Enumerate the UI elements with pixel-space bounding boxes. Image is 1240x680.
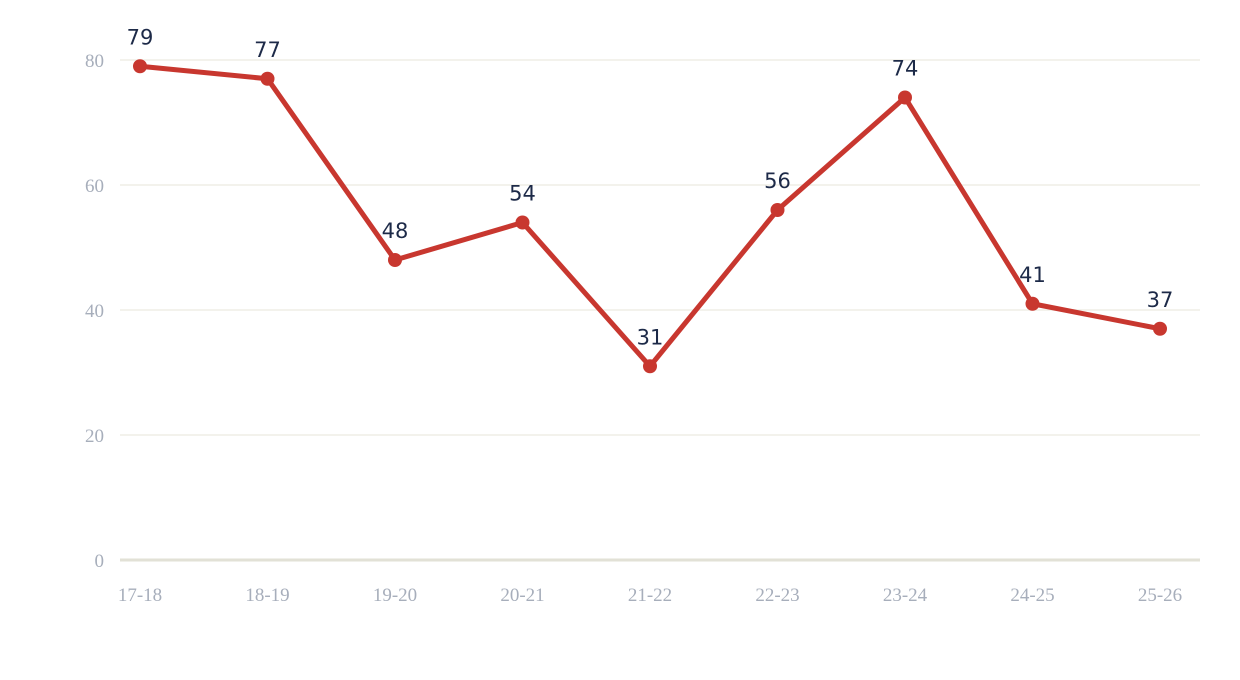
point: [515, 215, 530, 230]
value-label: 48: [382, 219, 409, 243]
y-tick-label: 40: [85, 301, 104, 322]
value-label: 37: [1147, 288, 1174, 312]
value-label: 54: [509, 182, 536, 206]
x-tick-label: 19-20: [373, 585, 417, 606]
x-tick-label: 21-22: [628, 585, 672, 606]
x-tick-label: 18-19: [245, 585, 289, 606]
value-label: 74: [892, 57, 919, 81]
y-tick-label: 60: [85, 176, 104, 197]
value-label: 56: [764, 169, 791, 193]
value-label: 77: [254, 38, 281, 62]
x-tick-label: 25-26: [1138, 585, 1182, 606]
value-label: 79: [127, 25, 154, 49]
y-tick-label: 20: [85, 426, 104, 447]
value-label: 31: [637, 325, 664, 349]
point: [133, 59, 147, 74]
point: [1153, 321, 1167, 336]
line: [139, 63, 1161, 369]
x-tick-label: 24-25: [1010, 585, 1054, 606]
y-tick-label: 80: [85, 51, 104, 72]
point: [770, 203, 785, 217]
point: [1025, 296, 1040, 311]
point: [898, 90, 912, 105]
value-label: 41: [1019, 263, 1046, 287]
x-tick-label: 23-24: [883, 585, 928, 606]
y-tick-label: 0: [95, 551, 105, 572]
x-tick-label: 22-23: [755, 585, 799, 606]
x-tick-label: 17-18: [118, 585, 162, 606]
point: [388, 253, 402, 267]
point: [643, 359, 657, 374]
point: [260, 71, 275, 86]
x-tick-label: 20-21: [500, 585, 544, 606]
